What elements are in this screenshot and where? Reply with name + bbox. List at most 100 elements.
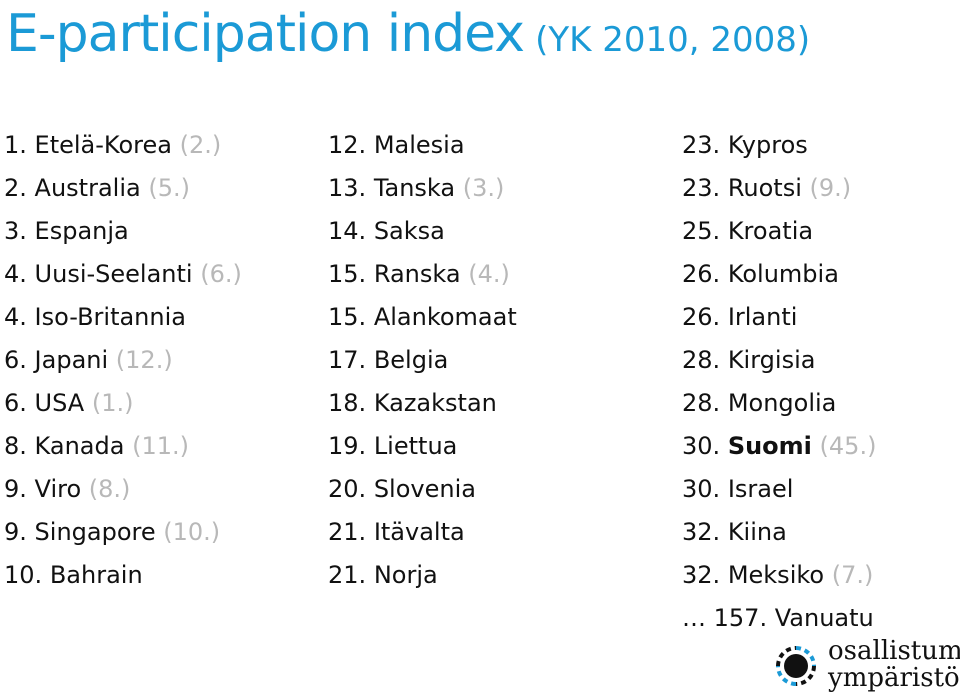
rank-number: 30. [682,432,721,460]
country-name: Itävalta [373,518,465,546]
ranking-row: 9. Singapore (10.) [4,517,220,547]
country-name: Kypros [727,131,808,159]
ranking-row: 13. Tanska (3.) [328,173,504,203]
rank-number: 9. [4,475,27,503]
country-name: Israel [727,475,794,503]
previous-rank: (9.) [809,174,852,202]
previous-rank: (2.) [179,131,222,159]
ranking-row: 4. Iso-Britannia [4,302,186,332]
country-name: Kroatia [727,217,814,245]
rank-number: 17. [328,346,367,374]
ranking-row: 30. Suomi (45.) [682,431,876,461]
ranking-row: 12. Malesia [328,130,465,160]
country-name: Slovenia [373,475,476,503]
previous-rank: (7.) [831,561,874,589]
ranking-row: 3. Espanja [4,216,129,246]
rank-number: 8. [4,432,27,460]
previous-rank: (5.) [148,174,190,202]
country-name: Bahrain [49,561,143,589]
rank-number: 9. [4,518,27,546]
previous-rank: (6.) [200,260,242,288]
country-name: Singapore [34,518,156,546]
ranking-row: 15. Ranska (4.) [328,259,510,289]
previous-rank: (10.) [163,518,221,546]
ranking-row: 25. Kroatia [682,216,813,246]
rank-number: 15. [328,260,367,288]
ranking-row: 21. Norja [328,560,438,590]
ranking-row: 6. Japani (12.) [4,345,173,375]
rank-number: 26. [682,260,721,288]
country-name: Malesia [373,131,465,159]
ranking-row: 14. Saksa [328,216,445,246]
country-name: Kanada [34,432,125,460]
country-name: Kolumbia [727,260,839,288]
rank-number: 10. [4,561,43,589]
ranking-row: 10. Bahrain [4,560,143,590]
country-name: Mongolia [727,389,837,417]
previous-rank: (3.) [462,174,505,202]
country-name: Suomi [727,432,812,460]
country-name: Kiina [727,518,787,546]
country-name: Japani [34,346,109,374]
country-name: Vanuatu [774,604,874,632]
ranking-row: 18. Kazakstan [328,388,497,418]
previous-rank: (1.) [91,389,134,417]
rank-number: 32. [682,561,721,589]
ranking-row: 32. Kiina [682,517,787,547]
rank-number: 25. [682,217,721,245]
rank-number: 13. [328,174,367,202]
country-name: Ranska [373,260,461,288]
logo-line-1: osallistumis- [828,636,960,666]
ranking-row: 23. Ruotsi (9.) [682,173,851,203]
osallistumisymparisto-logo: osallistumis- ympäristö [774,638,960,695]
rank-number: 30. [682,475,721,503]
rank-number: 23. [682,174,721,202]
rank-number: 19. [328,432,367,460]
ranking-row: 32. Meksiko (7.) [682,560,873,590]
rank-number: 21. [328,561,367,589]
rank-number: 3. [4,217,27,245]
country-name: Uusi-Seelanti [34,260,193,288]
ranking-row: 1. Etelä-Korea (2.) [4,130,221,160]
ranking-row: 26. Irlanti [682,302,797,332]
ranking-row: 6. USA (1.) [4,388,133,418]
ranking-row: 19. Liettua [328,431,457,461]
ranking-row: 17. Belgia [328,345,448,375]
country-name: Norja [373,561,438,589]
ranking-row: 15. Alankomaat [328,302,517,332]
ranking-row: 23. Kypros [682,130,808,160]
ranking-row: 26. Kolumbia [682,259,839,289]
country-name: Kazakstan [373,389,497,417]
country-name: Viro [34,475,82,503]
rank-number: 28. [682,346,721,374]
rank-number: 2. [4,174,27,202]
ranking-row: 28. Mongolia [682,388,836,418]
logo-line-2: ympäristö [828,663,960,693]
ranking-row: 4. Uusi-Seelanti (6.) [4,259,242,289]
rank-number: 26. [682,303,721,331]
country-name: Espanja [34,217,129,245]
ranking-row: 28. Kirgisia [682,345,815,375]
ranking-row: 30. Israel [682,474,793,504]
country-name: Etelä-Korea [34,131,172,159]
rank-number: 4. [4,303,27,331]
rank-number: 6. [4,389,27,417]
rank-number: 6. [4,346,27,374]
page-title: E-participation index (YK 2010, 2008) [6,4,810,64]
rank-number: 23. [682,131,721,159]
previous-rank: (8.) [88,475,131,503]
rank-number: 20. [328,475,367,503]
title-subtitle: (YK 2010, 2008) [535,20,811,60]
rank-number: 28. [682,389,721,417]
country-name: Liettua [373,432,458,460]
previous-rank: (4.) [468,260,510,288]
country-name: Kirgisia [727,346,816,374]
country-name: Meksiko [727,561,825,589]
logo-icon [776,646,816,686]
country-name: Tanska [373,174,456,202]
country-name: Ruotsi [727,174,802,202]
rank-number: 15. [328,303,367,331]
ranking-row: 8. Kanada (11.) [4,431,189,461]
rank-number: 1. [4,131,27,159]
country-name: Saksa [373,217,445,245]
